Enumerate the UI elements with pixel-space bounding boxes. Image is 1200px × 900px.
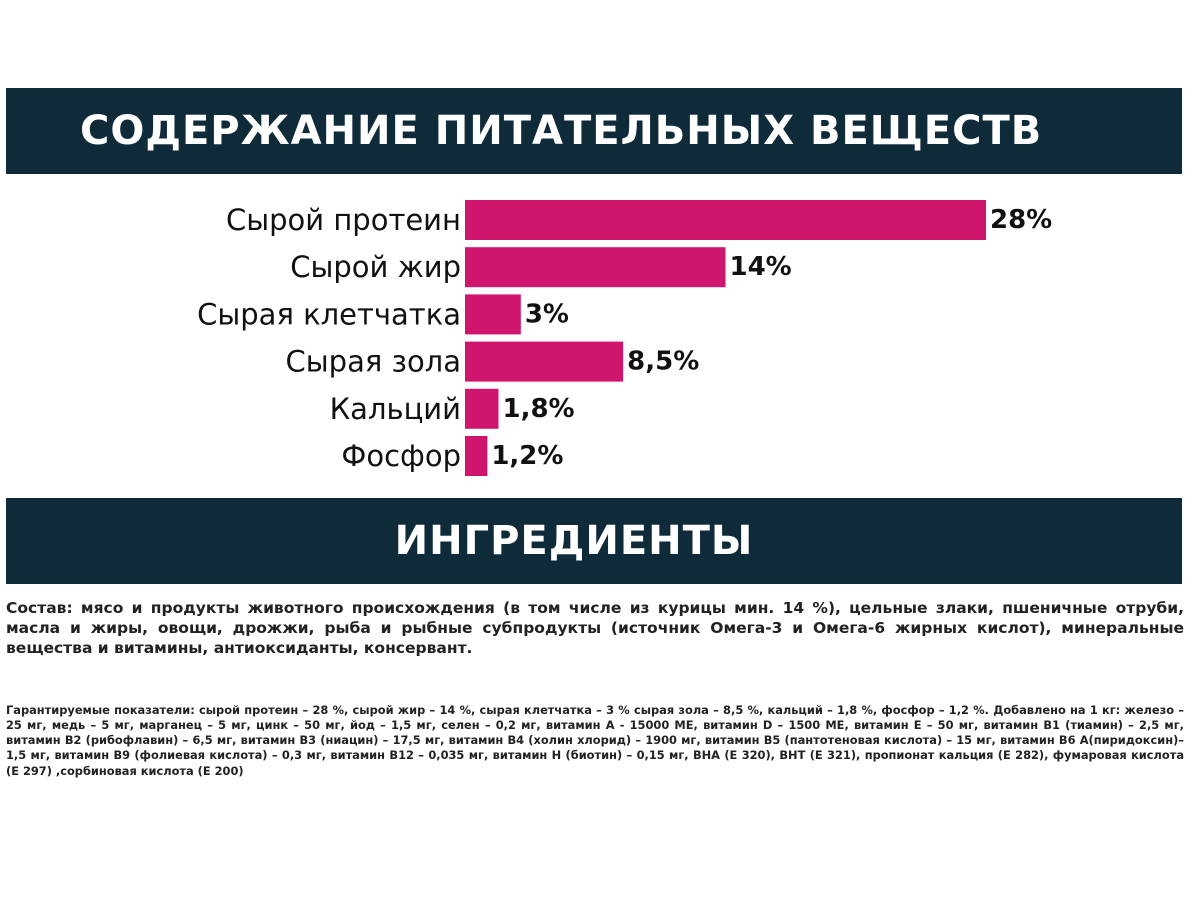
guaranteed-values-text: Гарантируемые показатели: сырой протеин … xyxy=(6,703,1184,778)
value-label: 1,2% xyxy=(491,441,563,471)
category-label: Фосфор xyxy=(341,439,461,473)
category-label: Сырой жир xyxy=(290,250,461,284)
value-label: 1,8% xyxy=(502,394,574,424)
ingredients-title-banner: ИНГРЕДИЕНТЫ xyxy=(6,498,1182,584)
bar xyxy=(465,436,488,476)
category-label: Сырая клетчатка xyxy=(197,297,461,331)
composition-text: Состав: мясо и продукты животного происх… xyxy=(6,599,1184,658)
category-label: Сырой протеин xyxy=(226,203,461,237)
value-label: 14% xyxy=(730,252,792,282)
nutrients-title-banner: СОДЕРЖАНИЕ ПИТАТЕЛЬНЫХ ВЕЩЕСТВ xyxy=(6,88,1182,174)
category-label: Кальций xyxy=(330,392,461,426)
category-label: Сырая зола xyxy=(286,345,461,379)
chart-title: СОДЕРЖАНИЕ ПИТАТЕЛЬНЫХ ВЕЩЕСТВ xyxy=(80,108,1043,154)
value-label: 8,5% xyxy=(627,347,699,377)
bar xyxy=(465,200,986,240)
nutrient-bar-chart: Сырой протеин 28% Сырой жир 14% Сырая клетча… xyxy=(197,200,1052,476)
bar xyxy=(465,294,521,335)
value-label: 28% xyxy=(990,205,1052,235)
value-label: 3% xyxy=(525,299,569,329)
bar xyxy=(465,247,726,288)
ingredients-title: ИНГРЕДИЕНТЫ xyxy=(394,518,754,564)
bar xyxy=(465,388,499,429)
bar xyxy=(465,341,624,382)
